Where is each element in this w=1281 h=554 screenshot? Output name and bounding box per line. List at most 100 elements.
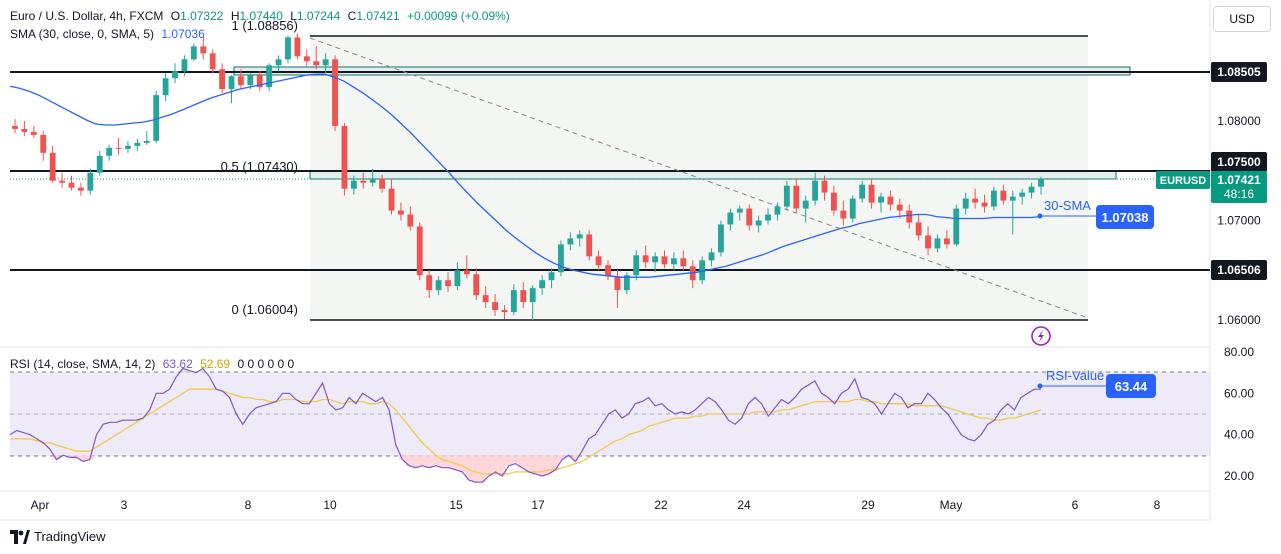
time-tick-label: 8 xyxy=(245,498,252,512)
mid-zone xyxy=(309,170,1117,180)
rsi-oversold-fill xyxy=(518,455,526,468)
candle-body xyxy=(605,265,611,277)
rsi-oversold-fill xyxy=(458,455,466,472)
candle-body xyxy=(153,95,160,141)
candle-body xyxy=(341,125,348,189)
candle-body xyxy=(209,53,216,70)
brand-name: TradingView xyxy=(34,529,106,544)
candle-body xyxy=(313,61,320,66)
candle-body xyxy=(576,234,583,239)
rsi-oversold-fill xyxy=(525,455,533,472)
ohlc-o-label: O xyxy=(170,9,181,23)
candle-body xyxy=(623,275,630,291)
price-tick-label: 1.07000 xyxy=(1217,214,1261,228)
candle-body xyxy=(463,270,470,275)
candle-body xyxy=(812,180,819,201)
rsi-ma-legend-value: 52.69 xyxy=(200,357,231,371)
currency-label: USD xyxy=(1229,12,1255,26)
rsi-oversold-fill xyxy=(558,455,566,460)
candle-body xyxy=(642,255,649,263)
candle-body xyxy=(360,180,367,183)
candle-body xyxy=(962,198,969,209)
rsi-oversold-fill xyxy=(432,455,440,466)
candle-body xyxy=(548,272,555,281)
rsi-oversold-fill xyxy=(478,455,486,483)
candle-body xyxy=(981,202,988,207)
rsi-axis[interactable]: 80.00 60.00 40.00 20.00 xyxy=(1224,345,1254,483)
sma-legend-value: 1.07036 xyxy=(161,27,205,41)
rsi-fills xyxy=(53,368,579,483)
rsi-legend-value: 63.62 xyxy=(162,357,193,371)
candle-body xyxy=(859,184,866,199)
candle-body xyxy=(821,180,828,193)
candle-body xyxy=(106,147,113,156)
rsi-oversold-fill xyxy=(492,455,499,472)
candle-body xyxy=(783,185,790,207)
candle-body xyxy=(1038,178,1044,187)
candle-body xyxy=(925,235,931,249)
level-tag-2-box xyxy=(1211,152,1267,172)
candle-body xyxy=(87,172,94,191)
candle-body xyxy=(652,256,658,263)
candle-body xyxy=(680,258,687,267)
rsi-legend[interactable]: RSI (14, close, SMA, 14, 2) 63.62 52.69 … xyxy=(10,357,298,371)
candle-body xyxy=(125,145,131,149)
candle-body xyxy=(586,234,593,257)
current-price-box xyxy=(1211,171,1267,203)
candle-body xyxy=(878,196,884,203)
level-tag-3-box xyxy=(1211,260,1267,280)
ohlc-change: +0.00099 (+0.09%) xyxy=(407,9,510,23)
rsi-tick-label: 40.00 xyxy=(1224,428,1254,442)
currency-button[interactable]: USD xyxy=(1213,6,1271,32)
sma-callout-label: 30-SMA xyxy=(1044,198,1091,213)
candle-body xyxy=(793,185,800,209)
candle-body xyxy=(190,46,197,60)
candle-body xyxy=(68,182,75,188)
ohlc-o: O1.07322 xyxy=(171,9,224,23)
tradingview-logo[interactable]: TradingView xyxy=(10,529,106,544)
candle-body xyxy=(670,258,677,265)
candle-body xyxy=(256,75,263,88)
candle-body xyxy=(567,238,574,245)
candle-body xyxy=(247,75,254,86)
sma-tag-box xyxy=(1096,205,1154,229)
time-axis[interactable]: Apr 3 8 10 15 17 22 24 29 May 6 8 xyxy=(31,498,1161,512)
ohlc-h: H1.07440 xyxy=(231,9,283,23)
candle-body xyxy=(96,155,103,173)
rsi-tick-label: 60.00 xyxy=(1224,386,1254,400)
candle-body xyxy=(426,275,433,291)
candle-body xyxy=(755,220,762,226)
time-tick-label: Apr xyxy=(31,498,50,512)
candle-body xyxy=(953,208,960,245)
price-axis[interactable]: 1.08000 1.07000 1.06000 xyxy=(1217,114,1261,327)
candle-body xyxy=(802,200,809,209)
fib-top-label: 1 (1.08856) xyxy=(232,18,299,33)
sma-line xyxy=(9,73,1042,278)
candle-body xyxy=(718,224,724,253)
time-tick-label: 15 xyxy=(449,498,463,512)
candle-body xyxy=(887,196,894,205)
candle-body xyxy=(1028,186,1035,193)
sma-legend[interactable]: SMA (30, close, 0, SMA, 5) 1.07036 xyxy=(10,27,209,41)
sma-tag-value: 1.07038 xyxy=(1102,210,1149,225)
candle-body xyxy=(162,78,169,96)
candle-body xyxy=(473,274,480,296)
ohlc-c: C1.07421 xyxy=(348,9,400,23)
rsi-extra-values: 0 0 0 0 0 0 xyxy=(237,357,295,371)
level-tag-2: 1.07500 xyxy=(1217,155,1261,169)
candle-body xyxy=(416,226,423,276)
candle-body xyxy=(172,71,178,79)
candle-body xyxy=(736,208,743,213)
rsi-oversold-fill xyxy=(485,455,493,476)
candle-body xyxy=(388,188,395,211)
candle-body xyxy=(435,280,442,291)
candle-body xyxy=(520,290,527,303)
candle-body xyxy=(275,59,282,66)
candle-body xyxy=(595,256,602,266)
level-tag-1: 1.08505 xyxy=(1217,65,1261,79)
candle-body xyxy=(661,256,668,265)
symbol-title[interactable]: Euro / U.S. Dollar, 4h, FXCM xyxy=(10,9,164,23)
current-symbol: EURUSD xyxy=(1160,175,1207,187)
